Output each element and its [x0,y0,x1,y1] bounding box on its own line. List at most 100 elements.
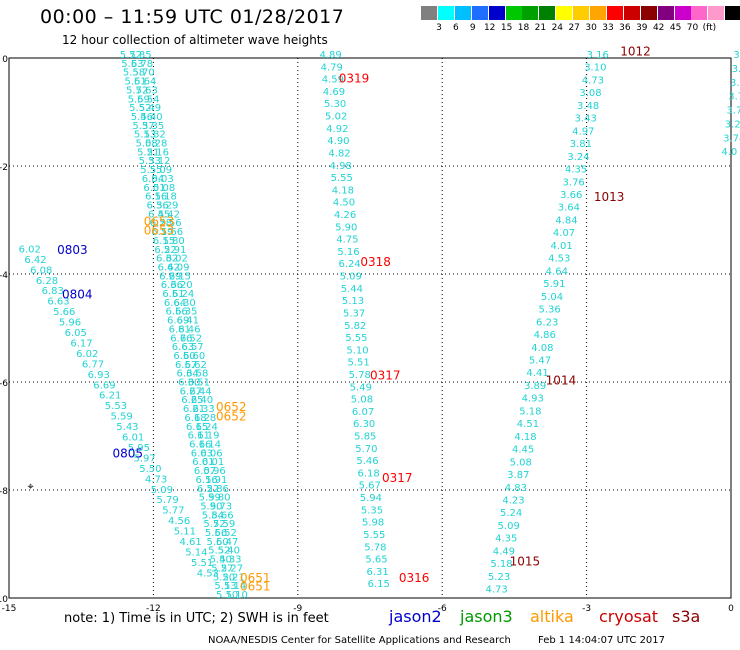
wave-height-value: 5.43 [116,422,138,433]
footer-timestamp: Feb 1 14:04:07 UTC 2017 [538,635,666,646]
wave-height-value: 5.28 [145,139,167,150]
color-scale-label: 21 [534,23,547,33]
wave-height-value: 3.12 [733,50,740,61]
wave-height-value: 5.70 [132,68,154,79]
wave-height-value: 6.51 [188,378,210,389]
color-scale-label: 9 [469,23,476,33]
color-scale-swatch [437,6,454,20]
wave-height-value: 6.01 [202,457,224,468]
wave-height-value: 6.11 [188,431,210,442]
color-scale-swatch [623,6,640,20]
pass-time-label: 0652 [216,409,247,423]
wave-height-value: 6.16 [145,192,167,203]
wave-height-value: 5.10 [216,590,238,601]
wave-height-value: 5.77 [162,506,184,517]
wave-height-value: 6.77 [82,359,104,370]
y-tick-label: 0 [2,55,8,65]
wave-height-value: 4.90 [327,136,349,147]
wave-height-value: 3.81 [570,139,592,150]
pass-time-label: 0653 [144,224,175,238]
wave-height-value: 6.30 [174,298,196,309]
color-scale-swatch [539,6,556,20]
wave-height-value: 6.01 [143,183,165,194]
wave-height-value: 5.24 [500,508,522,519]
wave-height-value: 6.45 [148,209,170,220]
wave-height-value: 4.73 [582,75,604,86]
wave-height-value: 6.51 [162,289,184,300]
wave-height-value: 6.32 [156,254,178,265]
wave-height-value: 6.22 [154,245,176,256]
wave-height-value: 4.23 [502,496,524,507]
wave-height-value: 5.14 [224,581,246,592]
color-scale-swatch [488,6,505,20]
wave-height-value: 5.51 [347,358,369,369]
wave-height-value: 6.03 [191,448,213,459]
wave-height-value: 5.78 [131,59,153,70]
wave-height-value: 5.21 [222,572,244,583]
wave-height-value: 6.64 [164,298,186,309]
color-scale-label: 15 [500,23,513,33]
wave-height-value: 5.21 [137,147,159,158]
wave-height-value: 4.35 [565,165,587,176]
wave-height-value: 6.42 [158,262,180,273]
wave-height-value: 5.69 [128,94,150,105]
wave-height-value: 6.30 [178,378,200,389]
y-tick-label: -8 [0,487,8,497]
wave-height-value: 5.12 [148,156,170,167]
wave-height-value: 5.99 [199,493,221,504]
color-scale-swatch [573,6,590,20]
wave-height-value: 5.53 [105,401,127,412]
wave-height-value: 4.49 [493,546,515,557]
pass-time-label: 0318 [360,255,391,269]
wave-height-value: 5.98 [362,518,384,529]
legend-item-altika: altika [530,607,574,626]
wave-height-value: 5.09 [340,272,362,283]
wave-height-value: 5.95 [128,443,150,454]
wave-height-value: 4.07 [553,228,575,239]
wave-height-value: 6.02 [76,349,98,360]
wave-height-value: 5.52 [208,546,230,557]
wave-height-value: 5.16 [147,147,169,158]
location-marker-icon: ⌖ [28,480,34,493]
wave-height-value: 5.91 [164,245,186,256]
wave-height-value: 5.85 [129,50,151,61]
wave-height-value: 3.08 [579,88,601,99]
color-scale-label: 70 [686,23,699,33]
wave-height-value: 5.90 [200,501,222,512]
wave-height-value: 4.97 [572,126,594,137]
wave-height-value: 5.97 [134,453,156,464]
wave-height-value: 4.98 [330,161,352,172]
wave-height-value: 6.24 [196,422,218,433]
wave-height-value: 6.28 [36,276,58,287]
x-tick-label: -3 [582,604,591,614]
x-tick-label: -9 [293,604,302,614]
wave-height-value: 6.15 [169,271,191,282]
wave-height-value: 5.52 [129,103,151,114]
wave-height-value: 5.16 [337,247,359,258]
wave-height-value: 5.61 [124,77,146,88]
wave-height-value: 6.31 [366,567,388,578]
pass-time-label: 0319 [339,71,370,85]
x-tick-label: -15 [2,604,17,614]
wave-height-value: 6.57 [181,342,203,353]
wave-height-value: 5.03 [151,174,173,185]
wave-height-value: 6.04 [142,174,164,185]
wave-height-value: 5.66 [205,528,227,539]
wave-height-value: 4.69 [323,87,345,98]
wave-height-value: 6.83 [42,286,64,297]
wave-height-value: 5.35 [142,121,164,132]
wave-height-value: 6.21 [99,391,121,402]
wave-height-value: 4.92 [326,124,348,135]
color-scale-swatch [471,6,488,20]
wave-height-value: 5.02 [325,112,347,123]
legend-item-jason3: jason3 [460,607,513,626]
wave-height-value: 5.56 [159,218,181,229]
wave-height-value: 5.44 [341,284,363,295]
wave-height-value: 5.14 [185,547,207,558]
wave-height-value: 5.82 [344,321,366,332]
wave-height-value: 6.27 [180,386,202,397]
wave-height-value: 5.78 [349,370,371,381]
y-tick-label: -2 [0,163,8,173]
y-tick-label: -6 [0,379,8,389]
